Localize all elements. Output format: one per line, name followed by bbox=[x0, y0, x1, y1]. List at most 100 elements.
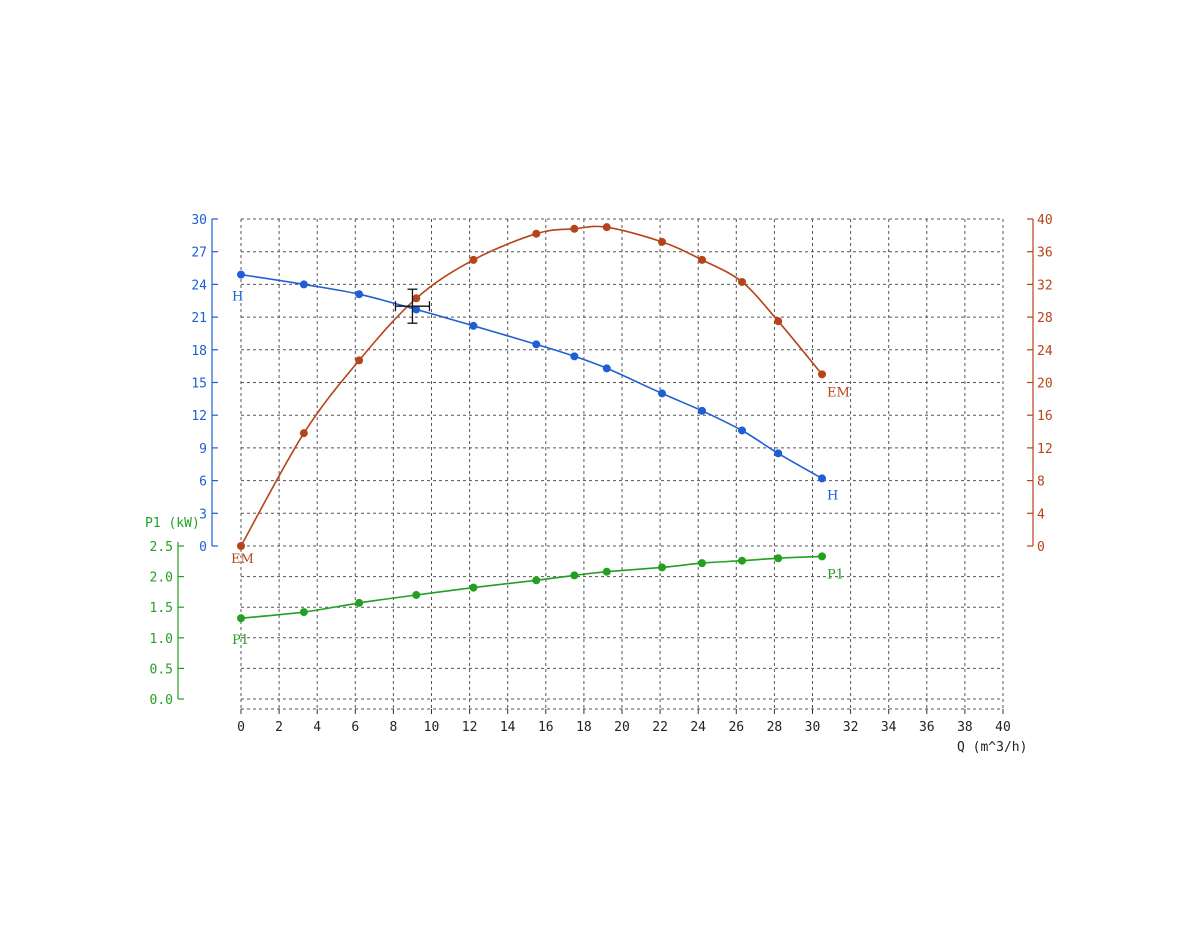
data-point-em bbox=[818, 370, 827, 379]
data-point-h bbox=[602, 364, 611, 373]
data-point-p1 bbox=[570, 571, 579, 580]
curve-labels: H H EM EM P1 P1 bbox=[231, 290, 850, 649]
data-point-p1 bbox=[355, 598, 364, 607]
efficiency-tick-label: 4 bbox=[1037, 507, 1045, 522]
head-tick-label: 0 bbox=[199, 540, 207, 555]
x-tick-label: 8 bbox=[389, 720, 397, 735]
curve-label-em-end: EM bbox=[827, 385, 850, 400]
x-tick-label: 30 bbox=[805, 720, 821, 735]
data-point-p1 bbox=[774, 554, 783, 563]
head-tick-label: 3 bbox=[199, 507, 207, 522]
head-tick-label: 12 bbox=[191, 409, 207, 424]
head-tick-label: 30 bbox=[191, 213, 207, 228]
data-point-h bbox=[469, 321, 478, 330]
head-tick-label: 24 bbox=[191, 278, 207, 293]
x-axis-title: Q (m^3/h) bbox=[957, 740, 1027, 755]
x-tick-label: 16 bbox=[538, 720, 554, 735]
x-tick-label: 34 bbox=[881, 720, 897, 735]
head-tick-label: 9 bbox=[199, 442, 207, 457]
data-point-p1 bbox=[469, 583, 478, 592]
x-tick-label: 38 bbox=[957, 720, 973, 735]
efficiency-tick-label: 32 bbox=[1037, 278, 1053, 293]
x-tick-label: 26 bbox=[728, 720, 744, 735]
x-tick-label: 14 bbox=[500, 720, 516, 735]
data-point-em bbox=[355, 356, 364, 365]
data-point-h bbox=[738, 426, 747, 435]
grid bbox=[240, 218, 1004, 710]
data-point-p1 bbox=[602, 567, 611, 576]
data-point-p1 bbox=[818, 552, 827, 561]
data-point-h bbox=[570, 352, 579, 361]
curve-label-h-end: H bbox=[827, 488, 838, 503]
data-point-p1 bbox=[698, 559, 707, 568]
efficiency-tick-label: 16 bbox=[1037, 409, 1053, 424]
series-line-p1 bbox=[240, 555, 823, 619]
power-tick-label: 2.0 bbox=[150, 571, 173, 586]
curve-label-em-start: EM bbox=[231, 552, 254, 567]
data-point-h bbox=[532, 340, 541, 349]
head-tick-label: 27 bbox=[191, 246, 207, 261]
data-point-h bbox=[412, 305, 421, 314]
data-point-em bbox=[237, 542, 245, 550]
x-tick-label: 18 bbox=[576, 720, 592, 735]
data-point-h bbox=[774, 449, 783, 458]
x-tick-label: 36 bbox=[919, 720, 935, 735]
data-point-h bbox=[237, 270, 245, 279]
tick-labels: 03691215182124273004812162024283236400.0… bbox=[150, 213, 1053, 735]
data-point-em bbox=[738, 277, 747, 286]
efficiency-tick-label: 36 bbox=[1037, 246, 1053, 261]
data-point-em bbox=[299, 429, 308, 438]
head-tick-label: 18 bbox=[191, 344, 207, 359]
power-tick-label: 2.5 bbox=[150, 540, 173, 555]
power-tick-label: 1.5 bbox=[150, 601, 173, 616]
power-axis-title: P1 (kW) bbox=[145, 516, 200, 531]
power-tick-label: 0.0 bbox=[150, 693, 173, 708]
series-line-em bbox=[240, 225, 823, 547]
efficiency-tick-label: 24 bbox=[1037, 344, 1053, 359]
data-point-p1 bbox=[299, 608, 308, 617]
data-point-p1 bbox=[738, 556, 747, 565]
efficiency-tick-label: 12 bbox=[1037, 442, 1053, 457]
efficiency-tick-label: 8 bbox=[1037, 475, 1045, 490]
head-tick-label: 15 bbox=[191, 377, 207, 392]
x-tick-label: 20 bbox=[614, 720, 630, 735]
efficiency-tick-label: 0 bbox=[1037, 540, 1045, 555]
data-point-h bbox=[355, 290, 364, 299]
data-point-p1 bbox=[532, 576, 541, 585]
head-tick-label: 6 bbox=[199, 475, 207, 490]
data-point-em bbox=[602, 223, 611, 232]
data-point-h bbox=[698, 406, 707, 415]
data-point-em bbox=[570, 224, 579, 233]
data-point-p1 bbox=[237, 614, 245, 623]
data-point-h bbox=[658, 389, 667, 398]
series bbox=[237, 223, 827, 623]
x-tick-label: 10 bbox=[424, 720, 440, 735]
data-point-p1 bbox=[658, 563, 667, 572]
curve-label-p1-start: P1 bbox=[232, 633, 249, 648]
data-point-em bbox=[698, 255, 707, 264]
efficiency-tick-label: 40 bbox=[1037, 213, 1053, 228]
x-tick-label: 12 bbox=[462, 720, 478, 735]
curve-label-p1-end: P1 bbox=[827, 567, 844, 582]
efficiency-tick-label: 28 bbox=[1037, 311, 1053, 326]
x-tick-label: 24 bbox=[690, 720, 706, 735]
x-tick-label: 2 bbox=[275, 720, 283, 735]
head-tick-label: 21 bbox=[191, 311, 207, 326]
data-point-h bbox=[818, 474, 827, 483]
data-point-em bbox=[412, 294, 421, 303]
curve-label-h-start: H bbox=[232, 290, 243, 305]
efficiency-tick-label: 20 bbox=[1037, 377, 1053, 392]
data-point-em bbox=[658, 237, 667, 246]
data-point-em bbox=[532, 229, 541, 238]
power-tick-label: 0.5 bbox=[150, 662, 173, 677]
duty-point bbox=[394, 288, 431, 324]
x-tick-label: 22 bbox=[652, 720, 668, 735]
data-point-em bbox=[469, 255, 478, 264]
power-tick-label: 1.0 bbox=[150, 632, 173, 647]
x-tick-label: 4 bbox=[313, 720, 321, 735]
x-tick-label: 6 bbox=[351, 720, 359, 735]
x-tick-label: 0 bbox=[237, 720, 245, 735]
x-tick-label: 40 bbox=[995, 720, 1011, 735]
data-point-h bbox=[299, 280, 308, 289]
